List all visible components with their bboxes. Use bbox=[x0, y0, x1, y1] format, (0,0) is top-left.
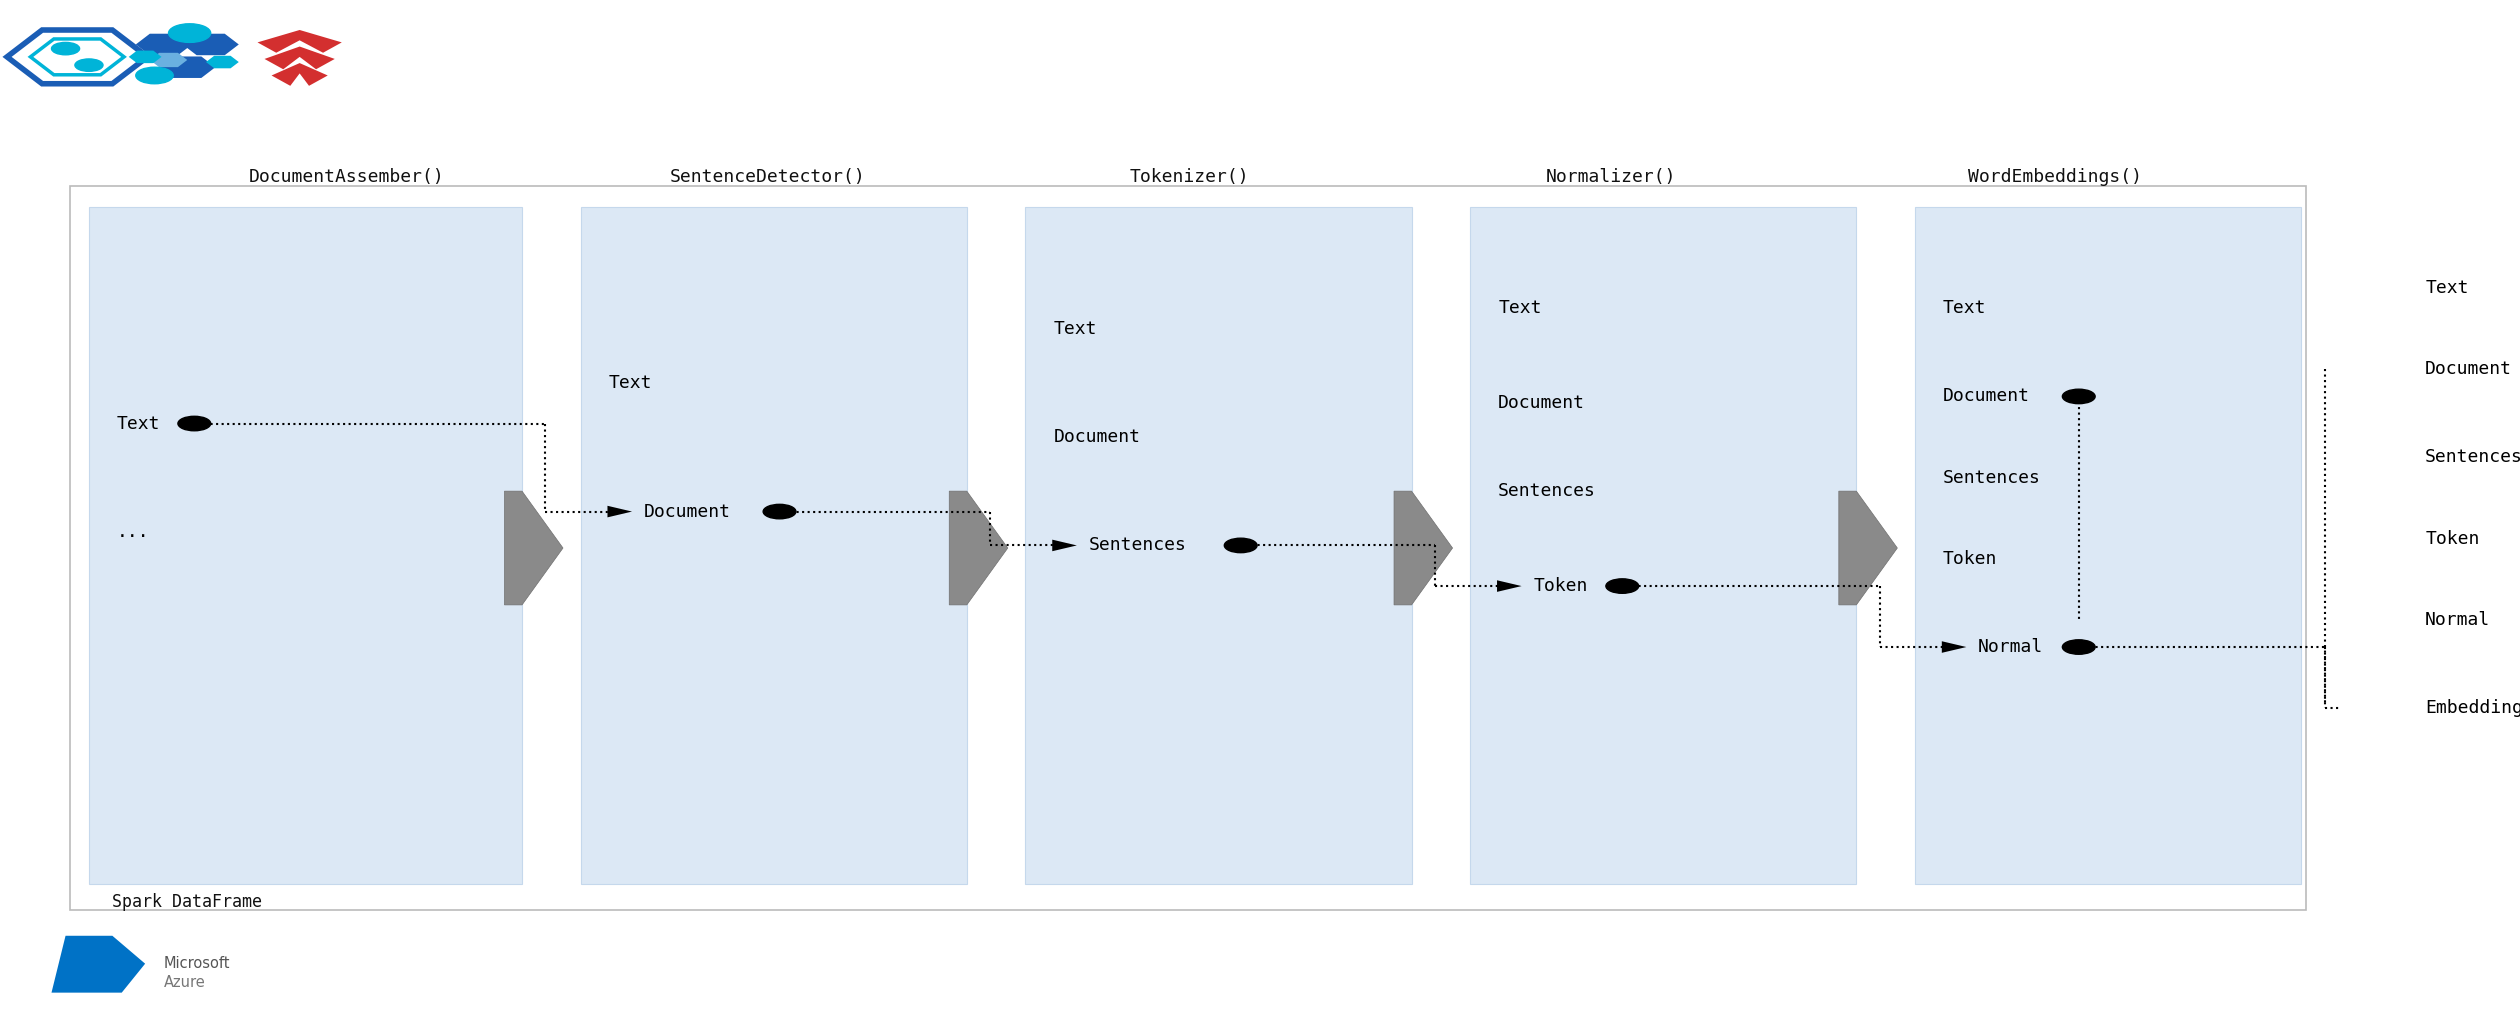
Text: Sentences: Sentences bbox=[1089, 537, 1187, 554]
Text: Text: Text bbox=[1053, 320, 1096, 338]
Text: Text: Text bbox=[1943, 300, 1986, 317]
Text: Document: Document bbox=[1499, 394, 1585, 413]
Circle shape bbox=[50, 42, 81, 55]
Polygon shape bbox=[1053, 540, 1076, 551]
Text: Normalizer(): Normalizer() bbox=[1545, 169, 1676, 186]
Circle shape bbox=[1225, 538, 1257, 552]
Polygon shape bbox=[1394, 491, 1452, 605]
Text: Azure: Azure bbox=[164, 975, 207, 990]
Circle shape bbox=[76, 59, 103, 71]
Bar bbox=[71, 186, 2306, 910]
Bar bbox=[88, 207, 522, 884]
Polygon shape bbox=[257, 30, 343, 53]
Bar bbox=[580, 207, 968, 884]
Text: Normal: Normal bbox=[1978, 638, 2044, 656]
Text: SentenceDetector(): SentenceDetector() bbox=[670, 169, 867, 186]
Circle shape bbox=[2061, 640, 2094, 655]
Circle shape bbox=[1605, 579, 1638, 594]
Text: Sentences: Sentences bbox=[1943, 468, 2041, 487]
Bar bbox=[1915, 207, 2301, 884]
Text: Text: Text bbox=[1499, 300, 1542, 317]
Circle shape bbox=[136, 67, 174, 84]
Text: Tokenizer(): Tokenizer() bbox=[1129, 169, 1250, 186]
Text: Document: Document bbox=[1943, 388, 2031, 405]
Polygon shape bbox=[2389, 702, 2414, 713]
Text: Spark DataFrame: Spark DataFrame bbox=[113, 892, 262, 911]
Circle shape bbox=[169, 24, 212, 42]
Text: ...: ... bbox=[116, 523, 149, 541]
Text: Text: Text bbox=[116, 415, 161, 432]
Circle shape bbox=[2061, 389, 2094, 403]
Polygon shape bbox=[1943, 641, 1966, 652]
Bar bbox=[1026, 207, 1411, 884]
Polygon shape bbox=[1497, 580, 1522, 591]
Text: DocumentAssember(): DocumentAssember() bbox=[249, 169, 444, 186]
Polygon shape bbox=[1840, 491, 1898, 605]
Text: Document: Document bbox=[1053, 428, 1142, 446]
Text: Text: Text bbox=[610, 374, 653, 392]
Text: Normal: Normal bbox=[2424, 611, 2490, 629]
Text: Token: Token bbox=[1532, 577, 1588, 596]
Text: Document: Document bbox=[2424, 360, 2512, 378]
Circle shape bbox=[764, 505, 796, 519]
Text: Text: Text bbox=[2424, 279, 2470, 297]
Bar bbox=[1469, 207, 1857, 884]
Text: Sentences: Sentences bbox=[2424, 449, 2520, 466]
Text: WordEmbeddings(): WordEmbeddings() bbox=[1968, 169, 2142, 186]
Polygon shape bbox=[265, 47, 335, 69]
Text: Token: Token bbox=[1943, 550, 1998, 568]
Text: Document: Document bbox=[643, 503, 731, 520]
Text: Token: Token bbox=[2424, 529, 2480, 548]
Text: Sentences: Sentences bbox=[1499, 482, 1595, 500]
Polygon shape bbox=[607, 506, 633, 517]
Polygon shape bbox=[504, 491, 562, 605]
Polygon shape bbox=[950, 491, 1008, 605]
Text: Embeddings: Embeddings bbox=[2424, 699, 2520, 717]
Polygon shape bbox=[50, 936, 146, 993]
Circle shape bbox=[179, 417, 212, 431]
Polygon shape bbox=[272, 63, 328, 86]
Text: Microsoft: Microsoft bbox=[164, 956, 229, 971]
